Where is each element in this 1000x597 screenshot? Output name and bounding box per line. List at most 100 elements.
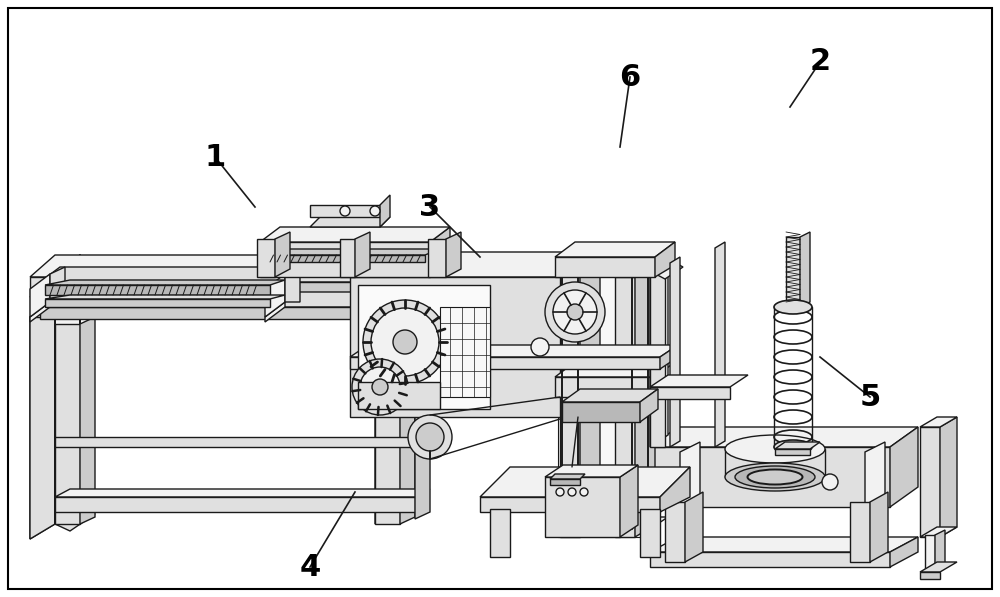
Polygon shape <box>635 265 655 537</box>
Polygon shape <box>555 257 655 277</box>
Ellipse shape <box>774 440 812 454</box>
Polygon shape <box>558 517 668 529</box>
Polygon shape <box>310 205 380 217</box>
Circle shape <box>372 379 388 395</box>
Polygon shape <box>558 257 650 537</box>
Polygon shape <box>40 267 450 282</box>
Polygon shape <box>725 449 825 477</box>
Polygon shape <box>920 417 957 427</box>
Polygon shape <box>545 465 638 477</box>
Polygon shape <box>660 467 690 512</box>
Polygon shape <box>400 317 415 524</box>
Polygon shape <box>30 272 455 297</box>
Polygon shape <box>650 259 683 279</box>
Polygon shape <box>265 255 425 262</box>
Circle shape <box>408 415 452 459</box>
Polygon shape <box>890 427 918 507</box>
Circle shape <box>340 206 350 216</box>
Polygon shape <box>925 535 935 572</box>
Polygon shape <box>670 257 680 447</box>
Polygon shape <box>40 282 430 297</box>
Polygon shape <box>30 274 50 317</box>
Polygon shape <box>260 259 450 277</box>
Polygon shape <box>265 302 285 322</box>
Polygon shape <box>260 227 450 242</box>
Polygon shape <box>480 497 660 512</box>
Polygon shape <box>30 297 430 317</box>
Text: 4: 4 <box>299 552 321 581</box>
Polygon shape <box>55 507 95 531</box>
Polygon shape <box>45 295 285 299</box>
Polygon shape <box>340 239 355 277</box>
Polygon shape <box>920 527 957 537</box>
Polygon shape <box>358 285 490 409</box>
Ellipse shape <box>725 435 825 463</box>
Polygon shape <box>920 427 940 537</box>
Polygon shape <box>490 509 510 557</box>
Polygon shape <box>560 257 580 537</box>
Polygon shape <box>562 389 658 402</box>
Polygon shape <box>610 255 635 297</box>
Polygon shape <box>350 252 598 277</box>
Polygon shape <box>80 317 95 524</box>
Circle shape <box>556 488 564 496</box>
Polygon shape <box>55 489 430 497</box>
Polygon shape <box>786 237 800 307</box>
Polygon shape <box>890 537 918 567</box>
Polygon shape <box>550 479 580 485</box>
Ellipse shape <box>735 466 815 488</box>
Circle shape <box>553 290 597 334</box>
Polygon shape <box>310 217 390 227</box>
Polygon shape <box>570 252 598 417</box>
Circle shape <box>370 206 380 216</box>
Circle shape <box>568 488 576 496</box>
Polygon shape <box>40 292 450 307</box>
Polygon shape <box>715 242 725 447</box>
Polygon shape <box>30 302 50 322</box>
Polygon shape <box>415 309 430 519</box>
Polygon shape <box>415 309 445 325</box>
Polygon shape <box>545 477 620 537</box>
Polygon shape <box>560 245 600 257</box>
Polygon shape <box>685 492 703 562</box>
Polygon shape <box>260 242 430 277</box>
Polygon shape <box>55 497 415 512</box>
Polygon shape <box>55 437 415 447</box>
Polygon shape <box>935 530 945 572</box>
Polygon shape <box>562 402 640 422</box>
Polygon shape <box>257 239 275 277</box>
Circle shape <box>393 330 417 354</box>
Polygon shape <box>265 249 440 255</box>
Text: 6: 6 <box>619 63 641 91</box>
Polygon shape <box>50 267 65 302</box>
Polygon shape <box>650 375 748 387</box>
Polygon shape <box>380 195 390 227</box>
Polygon shape <box>285 267 300 302</box>
Polygon shape <box>30 317 55 539</box>
Polygon shape <box>650 552 890 567</box>
Circle shape <box>531 338 549 356</box>
Polygon shape <box>350 345 678 357</box>
Circle shape <box>352 359 408 415</box>
Ellipse shape <box>725 463 825 491</box>
Polygon shape <box>650 387 730 399</box>
Polygon shape <box>55 324 80 524</box>
Circle shape <box>580 488 588 496</box>
Polygon shape <box>615 277 635 537</box>
Polygon shape <box>375 260 400 524</box>
Polygon shape <box>430 227 450 277</box>
Polygon shape <box>55 255 80 524</box>
Polygon shape <box>800 232 810 307</box>
Polygon shape <box>555 362 675 377</box>
Polygon shape <box>555 242 675 257</box>
Polygon shape <box>30 255 635 277</box>
Polygon shape <box>775 449 810 455</box>
Ellipse shape <box>748 469 802 485</box>
Polygon shape <box>45 280 285 285</box>
Polygon shape <box>680 442 700 549</box>
Circle shape <box>416 423 444 451</box>
Polygon shape <box>45 299 270 307</box>
Polygon shape <box>865 442 885 549</box>
Polygon shape <box>555 377 655 397</box>
Polygon shape <box>275 232 290 277</box>
